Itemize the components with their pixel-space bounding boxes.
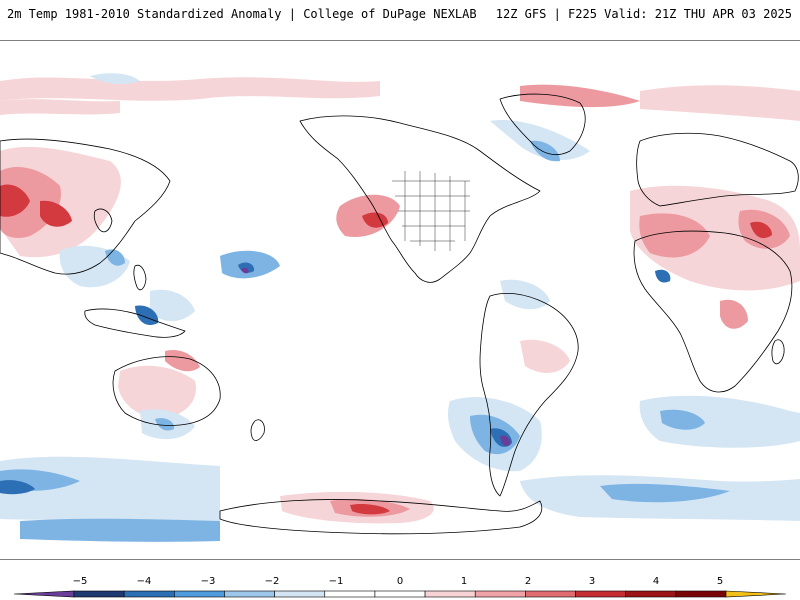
cold-anomaly-region xyxy=(20,518,220,542)
colorbar-ticks: −5 −4 −3 −2 −1 0 1 2 3 4 5 xyxy=(73,576,724,587)
warm-anomaly-region xyxy=(640,85,800,121)
anomaly-shading xyxy=(0,73,800,542)
colorbar: −5 −4 −3 −2 −1 0 1 2 3 4 5 xyxy=(0,560,800,600)
cold-anomaly-region xyxy=(0,456,220,521)
colorbar-bin xyxy=(474,590,526,598)
colorbar-bin xyxy=(575,590,626,598)
colorbar-extend-high xyxy=(725,590,787,598)
warm-anomaly-region xyxy=(520,84,640,108)
cold-anomaly-region xyxy=(155,418,175,431)
warm-anomaly-region xyxy=(0,77,380,101)
colorbar-extend-low xyxy=(13,590,75,598)
indonesia-outline xyxy=(84,308,186,338)
coastlines xyxy=(0,93,799,535)
warm-anomaly-region xyxy=(118,365,196,419)
greenland-outline xyxy=(499,93,586,155)
warm-anomaly-region xyxy=(720,299,748,329)
philippines-outline xyxy=(133,264,147,291)
colorbar-tick-label: −4 xyxy=(137,576,152,587)
antarctica-outline xyxy=(219,499,543,535)
anomaly-map-svg xyxy=(0,73,800,542)
madagascar-outline xyxy=(771,339,785,365)
cold-anomaly-region xyxy=(639,395,800,448)
colorbar-tick-label: −3 xyxy=(201,576,216,587)
colorbar-tick-label: 1 xyxy=(461,576,467,587)
warm-anomaly-region xyxy=(750,221,772,239)
cold-anomaly-region xyxy=(241,267,249,274)
colorbar-bin xyxy=(625,590,677,598)
warm-anomaly-region xyxy=(165,349,200,372)
colorbar-tick-label: 2 xyxy=(525,576,531,587)
cold-anomaly-region xyxy=(90,73,140,84)
warm-anomaly-region xyxy=(350,503,390,515)
warm-anomaly-region xyxy=(520,339,570,373)
africa-outline xyxy=(633,230,793,393)
warm-anomaly-region xyxy=(0,99,120,115)
cold-anomaly-region xyxy=(500,279,550,310)
colorbar-bin xyxy=(224,590,275,598)
us-state-borders xyxy=(392,171,470,251)
model-run-info: 12Z GFS | F225 Valid: 21Z THU APR 03 202… xyxy=(495,7,792,21)
australia-outline xyxy=(112,356,221,426)
colorbar-bin xyxy=(525,590,576,598)
cold-anomaly-region xyxy=(600,483,730,503)
north-america-outline xyxy=(299,115,541,283)
colorbar-tick-label: −1 xyxy=(329,576,344,587)
cold-anomaly-region xyxy=(655,269,671,283)
colorbar-bin xyxy=(274,590,326,598)
cold-anomaly-region xyxy=(0,480,35,495)
colorbar-tick-label: 4 xyxy=(653,576,659,587)
colorbar-bin xyxy=(174,590,225,598)
cold-anomaly-region xyxy=(150,289,195,322)
new-zealand-outline xyxy=(250,419,265,441)
colorbar-tick-label: −2 xyxy=(265,576,280,587)
colorbar-bin xyxy=(123,590,175,598)
warm-anomaly-region xyxy=(0,184,30,217)
warm-anomaly-region xyxy=(639,213,710,258)
asia-outline xyxy=(0,138,171,275)
cold-anomaly-region xyxy=(490,120,590,161)
anomaly-map xyxy=(0,40,800,560)
colorbar-bin xyxy=(324,590,376,598)
warm-anomaly-region xyxy=(40,200,72,227)
cold-anomaly-region xyxy=(530,140,560,162)
cold-anomaly-region xyxy=(660,409,705,430)
south-america-outline xyxy=(479,292,579,497)
colorbar-bin xyxy=(424,590,476,598)
colorbar-bins xyxy=(13,590,787,598)
map-title: 2m Temp 1981-2010 Standardized Anomaly |… xyxy=(7,7,477,21)
colorbar-tick-label: 3 xyxy=(589,576,595,587)
japan-outline xyxy=(93,208,113,233)
europe-outline xyxy=(636,132,799,207)
colorbar-svg: −5 −4 −3 −2 −1 0 1 2 3 4 5 xyxy=(13,576,787,598)
colorbar-bin xyxy=(675,590,727,598)
colorbar-bin xyxy=(374,590,426,598)
warm-anomaly-region xyxy=(362,212,388,228)
header: 2m Temp 1981-2010 Standardized Anomaly |… xyxy=(0,0,800,40)
colorbar-tick-label: 0 xyxy=(397,576,403,587)
colorbar-bin xyxy=(73,590,125,598)
colorbar-tick-label: 5 xyxy=(717,576,723,587)
cold-anomaly-region xyxy=(500,435,511,446)
colorbar-tick-label: −5 xyxy=(73,576,88,587)
